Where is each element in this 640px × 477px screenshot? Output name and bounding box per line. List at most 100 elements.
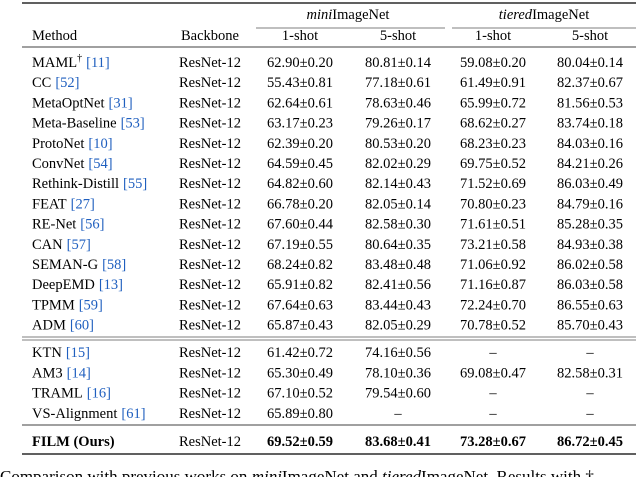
group-italic: tiered xyxy=(499,7,533,23)
result-cell: 83.48±0.48 xyxy=(365,257,431,273)
result-cell: 69.52±0.59 xyxy=(267,434,333,450)
backbone-cell: ResNet-12 xyxy=(179,176,241,192)
column-header: Backbone xyxy=(181,28,239,44)
method-name: VS-Alignment xyxy=(32,406,117,422)
method-name: DeepEMD xyxy=(32,277,95,293)
backbone-cell: ResNet-12 xyxy=(179,196,241,212)
method-name: CC xyxy=(32,75,51,91)
result-cell: 71.06±0.92 xyxy=(460,257,526,273)
citation: [61] xyxy=(121,406,145,422)
backbone-cell: ResNet-12 xyxy=(179,297,241,313)
result-cell: 79.26±0.17 xyxy=(365,116,431,132)
result-cell: 85.28±0.35 xyxy=(557,217,623,233)
backbone-cell: ResNet-12 xyxy=(179,116,241,132)
column-header: 1-shot xyxy=(282,28,318,44)
result-cell: 59.08±0.20 xyxy=(460,55,526,71)
method-cell: SEMAN-G [58] xyxy=(32,257,126,273)
citation: [56] xyxy=(80,217,104,233)
backbone-cell: ResNet-12 xyxy=(179,217,241,233)
backbone-cell: ResNet-12 xyxy=(179,406,241,422)
result-cell: 67.10±0.52 xyxy=(267,386,333,402)
result-cell: 77.18±0.61 xyxy=(365,75,431,91)
result-cell: – xyxy=(585,406,594,422)
method-cell: MAML† [11] xyxy=(32,53,110,71)
result-cell: 62.64±0.61 xyxy=(267,95,333,111)
method-cell: ConvNet [54] xyxy=(32,156,113,172)
method-cell: ADM [60] xyxy=(32,318,94,334)
backbone-cell: ResNet-12 xyxy=(179,434,241,450)
result-cell: 82.05±0.29 xyxy=(365,318,431,334)
result-cell: 83.44±0.43 xyxy=(365,297,431,313)
group-rest: ImageNet xyxy=(532,7,589,23)
caption-segment: Comparison with previous works on xyxy=(0,467,252,477)
result-cell: 78.63±0.46 xyxy=(365,95,431,111)
result-cell: 86.55±0.63 xyxy=(557,297,623,313)
result-cell: 80.04±0.14 xyxy=(557,55,624,71)
method-cell: Meta-Baseline [53] xyxy=(32,116,145,132)
result-cell: 65.89±0.80 xyxy=(267,406,333,422)
result-cell: 74.16±0.56 xyxy=(365,345,431,361)
caption-segment: † xyxy=(585,467,594,477)
group-italic: mini xyxy=(307,7,333,23)
backbone-cell: ResNet-12 xyxy=(179,237,241,253)
result-cell: 67.64±0.63 xyxy=(267,297,333,313)
method-cell: Rethink-Distill [55] xyxy=(32,176,147,192)
result-cell: 79.54±0.60 xyxy=(365,386,431,402)
method-name: KTN xyxy=(32,345,62,361)
result-cell: 82.02±0.29 xyxy=(365,156,431,172)
result-cell: 68.62±0.27 xyxy=(460,116,526,132)
method-name: MAML xyxy=(32,55,77,71)
citation: [54] xyxy=(88,156,112,172)
backbone-cell: ResNet-12 xyxy=(179,156,241,172)
citation: [59] xyxy=(79,297,103,313)
method-name: ProtoNet xyxy=(32,136,84,152)
method-cell: ProtoNet [10] xyxy=(32,136,113,152)
caption-segment: mini xyxy=(252,467,283,477)
citation: [27] xyxy=(71,196,95,212)
backbone-cell: ResNet-12 xyxy=(179,345,241,361)
column-header: Method xyxy=(32,28,78,44)
method-cell: TPMM [59] xyxy=(32,297,103,313)
result-cell: 65.99±0.72 xyxy=(460,95,526,111)
citation: [16] xyxy=(87,386,111,402)
result-cell: 69.08±0.47 xyxy=(460,365,526,381)
citation: [57] xyxy=(67,237,91,253)
backbone-cell: ResNet-12 xyxy=(179,365,241,381)
method-name: ADM xyxy=(32,318,66,334)
result-cell: 68.24±0.82 xyxy=(267,257,333,273)
method-cell: DeepEMD [13] xyxy=(32,277,123,293)
caption-segment: ImageNet. Results with xyxy=(421,467,585,477)
method-name: RE-Net xyxy=(32,217,76,233)
column-header: 5-shot xyxy=(572,28,608,44)
result-cell: 65.87±0.43 xyxy=(267,318,333,334)
citation: [31] xyxy=(108,95,132,111)
result-cell: 70.78±0.52 xyxy=(460,318,526,334)
result-cell: 80.53±0.20 xyxy=(365,136,431,152)
result-cell: 82.14±0.43 xyxy=(365,176,431,192)
result-cell: – xyxy=(488,345,497,361)
result-cell: 83.74±0.18 xyxy=(557,116,623,132)
result-cell: 83.68±0.41 xyxy=(365,434,431,450)
result-cell: 84.93±0.38 xyxy=(557,237,623,253)
result-cell: – xyxy=(393,406,402,422)
result-cell: 78.10±0.36 xyxy=(365,365,431,381)
method-cell: TRAML [16] xyxy=(32,386,111,402)
result-cell: 81.56±0.53 xyxy=(557,95,623,111)
result-cell: 82.37±0.67 xyxy=(557,75,623,91)
group-header: tieredImageNet xyxy=(499,7,589,23)
backbone-cell: ResNet-12 xyxy=(179,277,241,293)
method-name: SEMAN-G xyxy=(32,257,99,273)
method-cell: CAN [57] xyxy=(32,237,91,253)
method-name: FILM (Ours) xyxy=(32,434,115,450)
result-cell: 69.75±0.52 xyxy=(460,156,526,172)
result-cell: 66.78±0.20 xyxy=(267,196,333,212)
method-name: TRAML xyxy=(32,386,83,402)
citation: [58] xyxy=(102,257,126,273)
result-cell: 62.39±0.20 xyxy=(267,136,333,152)
result-cell: 71.52±0.69 xyxy=(460,176,526,192)
result-cell: 84.79±0.16 xyxy=(557,196,623,212)
result-cell: 72.24±0.70 xyxy=(460,297,526,313)
method-name: MetaOptNet xyxy=(32,95,104,111)
result-cell: 70.80±0.23 xyxy=(460,196,526,212)
result-cell: 62.90±0.20 xyxy=(267,55,333,71)
